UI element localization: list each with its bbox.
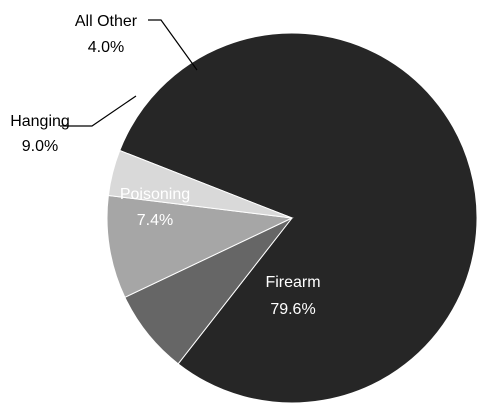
leader-line-hanging <box>60 96 136 126</box>
slice-value-firearm: 79.6% <box>270 301 315 318</box>
slice-label-firearm: Firearm <box>265 274 320 291</box>
leader-line-all-other <box>148 20 197 70</box>
slice-value-poisoning: 7.4% <box>137 212 173 229</box>
slice-value-all-other: 4.0% <box>88 39 124 56</box>
slice-label-all-other: All Other <box>75 13 138 30</box>
slice-label-poisoning: Poisoning <box>120 186 190 203</box>
slice-label-hanging: Hanging <box>10 113 70 130</box>
slice-value-hanging: 9.0% <box>22 138 58 155</box>
